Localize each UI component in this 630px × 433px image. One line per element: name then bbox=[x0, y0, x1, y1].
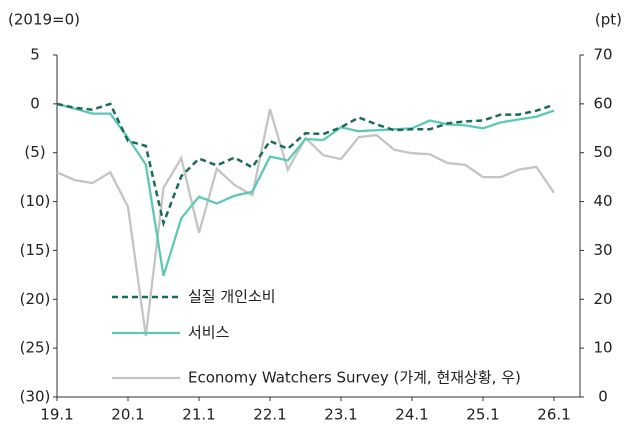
y2-axis-label: (pt) bbox=[595, 11, 622, 29]
x-tick-label: 21.1 bbox=[182, 406, 215, 424]
series-line bbox=[56, 102, 555, 277]
y2-tick-label: 40 bbox=[593, 192, 612, 210]
y-tick-label: (15) bbox=[20, 241, 51, 259]
legend-label: Economy Watchers Survey (가계, 현재상황, 우) bbox=[188, 369, 521, 387]
y2-tick-label: 20 bbox=[593, 290, 612, 308]
legend-label: 실질 개인소비 bbox=[188, 288, 276, 306]
y2-tick-label: 50 bbox=[593, 143, 612, 161]
x-tick-label: 23.1 bbox=[324, 406, 357, 424]
y-tick-label: (10) bbox=[20, 192, 51, 210]
x-tick-label: 24.1 bbox=[395, 406, 428, 424]
y-tick-label: (30) bbox=[20, 388, 51, 406]
y-tick-label: 5 bbox=[30, 46, 40, 64]
series-line bbox=[56, 102, 555, 228]
y-tick-label: (20) bbox=[20, 290, 51, 308]
y2-tick-label: 0 bbox=[598, 388, 608, 406]
x-tick-label: 22.1 bbox=[253, 406, 286, 424]
y-tick-label: 0 bbox=[30, 94, 40, 112]
y-tick-label: (25) bbox=[20, 339, 51, 357]
x-tick-label: 19.1 bbox=[40, 406, 73, 424]
x-tick-label: 20.1 bbox=[111, 406, 144, 424]
legend-label: 서비스 bbox=[188, 324, 230, 342]
y2-tick-label: 10 bbox=[593, 339, 612, 357]
x-tick-label: 25.1 bbox=[466, 406, 499, 424]
y2-tick-label: 30 bbox=[593, 241, 612, 259]
y-axis-label: (2019=0) bbox=[8, 11, 80, 29]
x-tick-label: 26.1 bbox=[537, 406, 570, 424]
y2-tick-label: 70 bbox=[593, 46, 612, 64]
y-tick-label: (5) bbox=[24, 143, 45, 161]
y2-tick-label: 60 bbox=[593, 94, 612, 112]
